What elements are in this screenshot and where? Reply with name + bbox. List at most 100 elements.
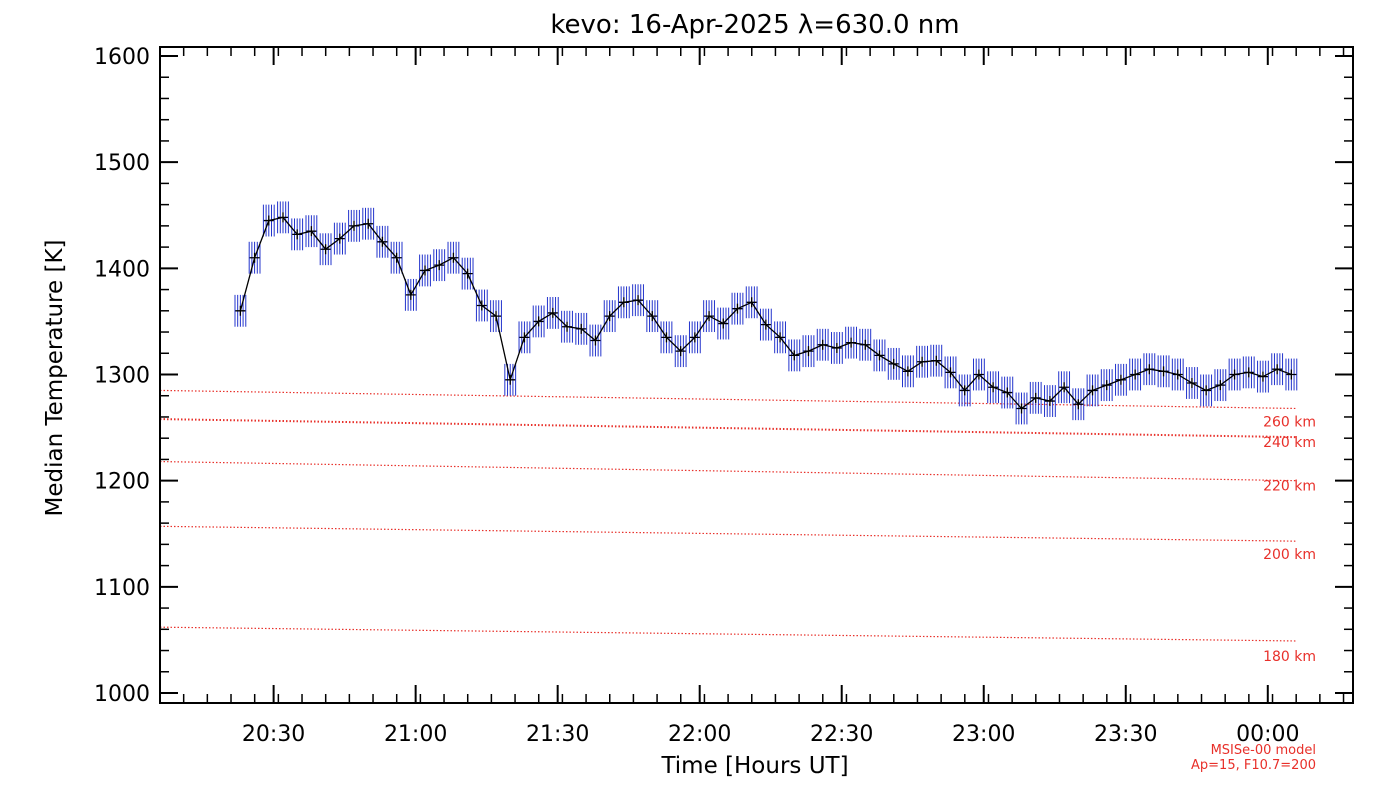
data-point	[633, 295, 644, 306]
x-tick-label: 23:00	[952, 722, 1015, 747]
data-point	[505, 374, 516, 385]
x-tick-label: 21:30	[526, 722, 589, 747]
data-point	[675, 346, 686, 357]
data-series	[234, 201, 1298, 425]
data-point	[476, 300, 487, 311]
y-tick-label: 1500	[94, 151, 150, 176]
data-point	[988, 382, 999, 393]
data-point	[959, 385, 970, 396]
x-tick-label: 00:00	[1236, 722, 1299, 747]
data-point	[846, 337, 857, 348]
model-line	[159, 525, 1297, 542]
model-line-label: 200 km	[1263, 547, 1316, 563]
data-point	[931, 355, 942, 366]
data-point	[1115, 374, 1126, 385]
data-point	[320, 244, 331, 255]
data-point	[831, 342, 842, 353]
y-tick-label: 1100	[94, 576, 150, 601]
y-axis-title: Median Temperature [K]	[42, 240, 68, 517]
data-point	[562, 321, 573, 332]
data-point	[874, 350, 885, 361]
data-point	[462, 268, 473, 279]
x-tick-label: 23:30	[1094, 722, 1157, 747]
data-point	[888, 358, 899, 369]
data-point	[448, 252, 459, 263]
data-point	[249, 252, 260, 263]
data-point	[1087, 385, 1098, 396]
data-point	[902, 366, 913, 377]
data-point	[973, 369, 984, 380]
model-lines: 260 km 240 km 220 km 200 km 180 km	[159, 389, 1316, 665]
data-point	[349, 220, 360, 231]
data-point	[1002, 387, 1013, 398]
y-tick-label: 1300	[94, 364, 150, 389]
data-point	[718, 318, 729, 329]
data-point	[334, 233, 345, 244]
model-line-label: 260 km	[1263, 414, 1316, 430]
data-point	[491, 311, 502, 322]
data-point	[1186, 377, 1197, 388]
data-point	[434, 260, 445, 271]
data-point	[1101, 380, 1112, 391]
data-point	[533, 316, 544, 327]
x-axis-title: Time [Hours UT]	[660, 753, 848, 779]
x-tick-label: 22:30	[810, 722, 873, 747]
axes: 1000 1100 1200 1300 1400 1500 1600 20:30 21:00 21…	[94, 45, 1353, 747]
data-point	[1073, 399, 1084, 410]
x-tick-label: 21:00	[384, 722, 447, 747]
data-point	[377, 236, 388, 247]
data-point	[263, 215, 274, 226]
data-point	[789, 350, 800, 361]
data-point	[235, 305, 246, 316]
data-point	[1243, 367, 1254, 378]
model-line	[159, 626, 1297, 642]
y-tick-label: 1000	[94, 682, 150, 707]
data-point	[292, 229, 303, 240]
data-point	[1044, 396, 1055, 407]
data-point	[519, 332, 530, 343]
data-point	[1059, 382, 1070, 393]
y-tick-label: 1600	[94, 45, 150, 70]
data-point	[1130, 369, 1141, 380]
model-line	[159, 460, 1297, 482]
data-point	[590, 335, 601, 346]
model-line	[159, 389, 1297, 410]
x-tick-label: 20:30	[242, 722, 305, 747]
data-point	[661, 332, 672, 343]
model-note-line-1: MSISe-00 model	[1211, 743, 1316, 758]
model-line	[159, 418, 1297, 439]
data-point	[775, 332, 786, 343]
data-point	[746, 297, 757, 308]
model-note-line-2: Ap=15, F10.7=200	[1191, 758, 1316, 773]
data-point	[803, 346, 814, 357]
data-point	[860, 339, 871, 350]
data-point	[420, 265, 431, 276]
model-line-label: 220 km	[1263, 479, 1316, 495]
data-point	[647, 311, 658, 322]
data-point	[405, 289, 416, 300]
data-point	[1144, 364, 1155, 375]
data-point	[1272, 364, 1283, 375]
data-point	[817, 339, 828, 350]
data-point	[618, 297, 629, 308]
data-point	[689, 332, 700, 343]
data-point	[1158, 366, 1169, 377]
y-tick-label: 1200	[94, 470, 150, 495]
data-point	[1016, 403, 1027, 414]
data-point	[391, 252, 402, 263]
model-line-label: 240 km	[1263, 435, 1316, 451]
x-tick-label: 22:00	[668, 722, 731, 747]
model-line-label: 180 km	[1263, 649, 1316, 665]
data-point	[1201, 385, 1212, 396]
data-point	[732, 303, 743, 314]
data-point	[917, 356, 928, 367]
data-point	[547, 307, 558, 318]
data-point	[1257, 371, 1268, 382]
data-point	[704, 311, 715, 322]
data-point	[1030, 392, 1041, 403]
data-point	[945, 367, 956, 378]
data-point	[277, 212, 288, 223]
data-point	[1286, 369, 1297, 380]
data-point	[760, 319, 771, 330]
